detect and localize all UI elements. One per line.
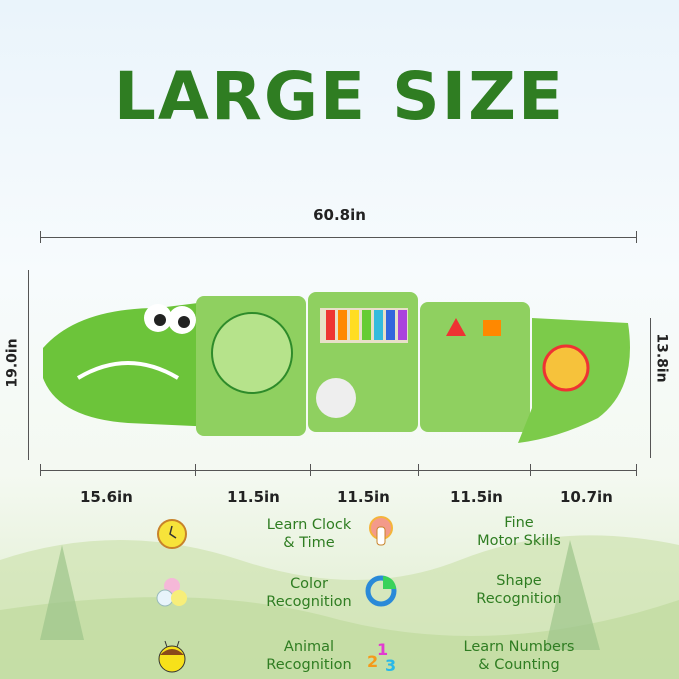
feature-label: Color [290, 576, 328, 592]
left-height-label: 19.0in [4, 338, 21, 388]
feature-label: Recognition [266, 657, 352, 673]
color-balls-icon [156, 578, 187, 607]
tick [40, 464, 41, 476]
tick [418, 464, 419, 476]
feature-label: Animal [283, 639, 335, 655]
feature-label: Motor Skills [477, 533, 561, 549]
crocodile-busy-board [43, 292, 630, 443]
feature-label: Recognition [476, 591, 562, 607]
svg-text:2: 2 [367, 652, 378, 671]
segment-label: 10.7in [560, 488, 613, 506]
svg-text:1: 1 [377, 640, 388, 659]
svg-text:3: 3 [385, 656, 396, 673]
segment-label: 11.5in [227, 488, 280, 506]
feature-color: Color Recognition [155, 575, 415, 611]
tick [310, 464, 311, 476]
segment-label: 11.5in [337, 488, 390, 506]
feature-label: & Time [283, 535, 335, 551]
total-width-label: 60.8in [313, 206, 366, 224]
feature-clock: Learn Clock & Time [155, 516, 415, 552]
tick [636, 231, 637, 243]
left-height-line [28, 270, 29, 460]
feature-fine-motor: Fine Motor Skills [365, 514, 625, 550]
numbers-icon: 213 [367, 640, 396, 673]
clock-icon [157, 519, 187, 549]
right-height-label: 13.8in [653, 333, 670, 383]
tick [195, 464, 196, 476]
tick [40, 231, 41, 243]
feature-label: Learn Clock [266, 517, 352, 533]
feature-label: Recognition [266, 594, 352, 610]
segment-label: 15.6in [80, 488, 133, 506]
feature-label: Learn Numbers [463, 639, 575, 655]
feature-animal: Animal Recognition [155, 638, 415, 674]
segment-label: 11.5in [450, 488, 503, 506]
finger-press-icon [369, 516, 393, 546]
feature-label: Fine [504, 515, 534, 531]
feature-label: & Counting [478, 657, 560, 673]
right-height-line [650, 318, 651, 458]
segment-line [40, 470, 637, 471]
feature-shape: Shape Recognition [365, 572, 625, 608]
total-width-line [40, 237, 637, 238]
bee-icon [158, 640, 186, 673]
page-title: LARGE SIZE [113, 58, 566, 135]
tick [530, 464, 531, 476]
tick [636, 464, 637, 476]
feature-label: Shape [496, 573, 542, 589]
shape-pie-icon [365, 575, 397, 607]
